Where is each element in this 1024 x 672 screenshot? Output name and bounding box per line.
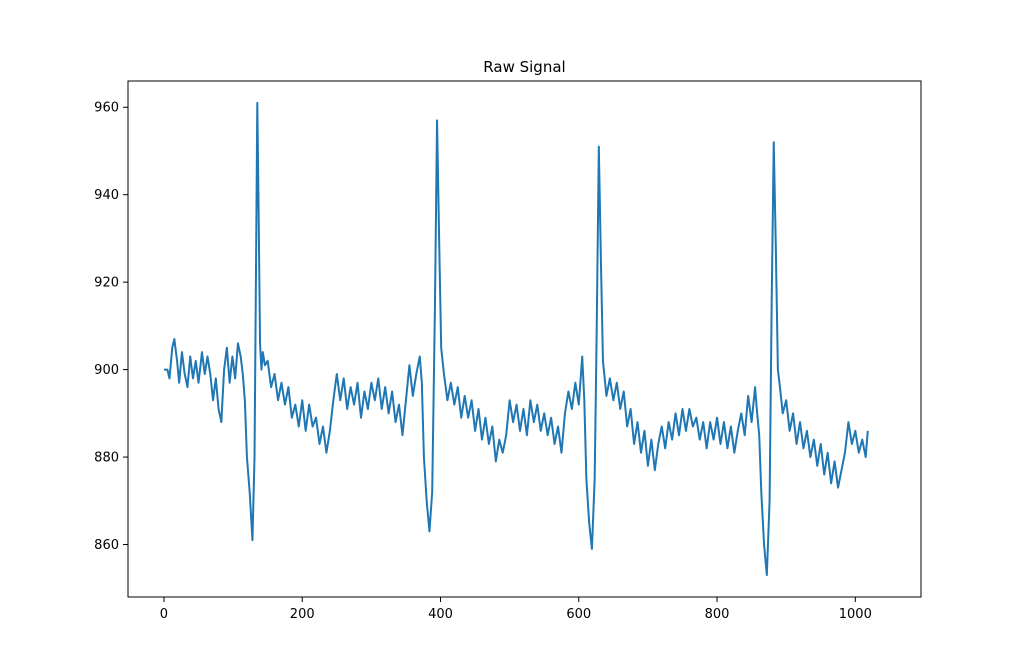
x-tick-label: 400 (428, 607, 453, 622)
plot-area (163, 101, 869, 577)
x-tick-label: 200 (290, 607, 315, 622)
x-tick-label: 600 (566, 607, 591, 622)
y-tick-label: 860 (94, 538, 119, 553)
x-tick-label: 800 (705, 607, 730, 622)
series-line-0 (163, 101, 869, 577)
x-tick-label: 1000 (839, 607, 872, 622)
y-tick-label: 960 (94, 101, 119, 116)
x-tick-label: 0 (160, 607, 168, 622)
y-tick-label: 920 (94, 276, 119, 291)
chart-title: Raw Signal (483, 58, 565, 76)
plot-frame (127, 80, 922, 598)
y-tick-label: 900 (94, 363, 119, 378)
x-axis: 0 200 400 600 800 1000 (160, 597, 872, 622)
y-axis: 860 880 900 920 940 960 (94, 101, 128, 553)
y-tick-label: 940 (94, 188, 119, 203)
y-tick-label: 880 (94, 451, 119, 466)
